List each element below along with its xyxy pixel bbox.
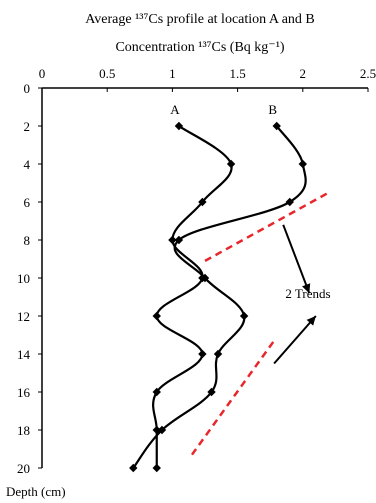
data-point-b — [174, 235, 184, 245]
trend-arrow-shaft — [273, 315, 317, 365]
data-point-b — [298, 159, 307, 169]
data-point-a — [152, 387, 161, 397]
y-tick-label: 12 — [17, 309, 30, 324]
x-tick-label: 0.5 — [99, 66, 115, 81]
series-line-a — [152, 125, 233, 468]
y-tick-label: 20 — [17, 461, 30, 476]
x-tick-label: 2 — [300, 66, 307, 81]
y-axis-label: Depth (cm) — [6, 484, 66, 499]
annotation-layer: 2 Trends — [190, 191, 331, 456]
data-point-a — [168, 235, 177, 245]
trend-arrow-head — [306, 316, 316, 326]
series-label-b: B — [268, 102, 277, 117]
data-point-a — [152, 311, 161, 321]
x-tick-label: 0 — [39, 66, 46, 81]
series-label-a: A — [170, 102, 180, 117]
data-point-a — [174, 121, 184, 131]
y-tick-label: 10 — [17, 271, 30, 286]
data-point-b — [157, 425, 167, 435]
series-line-b — [132, 125, 307, 469]
x-tick-label: 1.5 — [229, 66, 245, 81]
trend-arrow-head — [302, 283, 311, 294]
data-point-b — [207, 387, 216, 397]
y-tick-label: 8 — [24, 233, 31, 248]
chart-title: Average ¹³⁷Cs profile at location A and … — [85, 12, 315, 27]
y-tick-label: 18 — [17, 423, 30, 438]
data-point-b — [272, 121, 281, 131]
y-tick-label: 2 — [24, 119, 31, 134]
data-point-b — [200, 273, 210, 283]
data-point-a — [198, 197, 207, 207]
data-point-a — [226, 159, 236, 169]
y-axis-ticks: 0 2 4 6 8 10 12 14 16 18 20 — [17, 81, 42, 476]
data-point-a — [198, 349, 207, 359]
trend-annotation-text: 2 Trends — [285, 286, 330, 301]
x-tick-label: 2.5 — [360, 66, 376, 81]
data-point-b — [213, 349, 223, 359]
trend-arrow-shaft — [282, 224, 311, 294]
y-tick-label: 4 — [24, 157, 31, 172]
y-tick-label: 14 — [17, 347, 31, 362]
y-tick-label: 6 — [24, 195, 31, 210]
data-point-b — [285, 197, 294, 207]
x-axis-ticks: 0 0.5 1 1.5 2 2.5 — [39, 66, 376, 92]
y-tick-label: 0 — [24, 81, 31, 96]
data-point-b — [239, 311, 249, 321]
x-axis-label: Concentration ¹³⁷Cs (Bq kg⁻¹) — [115, 40, 284, 55]
y-tick-label: 16 — [17, 385, 31, 400]
trend-dashed-line — [204, 191, 330, 262]
trend-dashed-line — [190, 339, 276, 456]
x-tick-label: 1 — [169, 66, 176, 81]
data-point-b — [129, 463, 138, 473]
data-point-a — [152, 463, 161, 473]
